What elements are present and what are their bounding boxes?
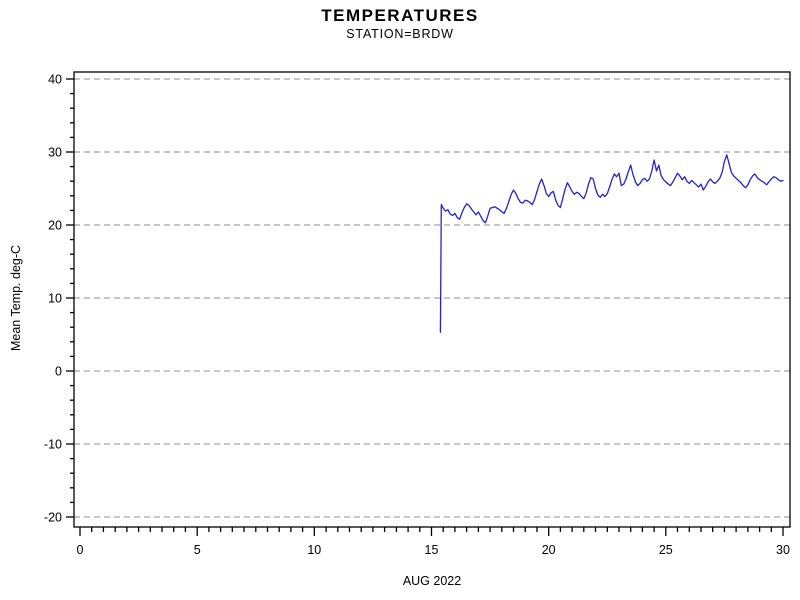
x-tick-label: 0 — [77, 543, 84, 557]
chart-subtitle: STATION=BRDW — [346, 27, 453, 41]
plot-area: -20 -10 0 10 20 30 40 0 5 10 15 20 25 30 — [44, 71, 791, 557]
chart-title: TEMPERATURES — [321, 6, 478, 25]
series-line — [439, 154, 784, 333]
x-tick-label: 10 — [307, 543, 321, 557]
x-tick-label: 20 — [542, 543, 556, 557]
y-tick-label: 30 — [48, 146, 62, 160]
y-axis-title: Mean Temp. deg-C — [9, 245, 23, 351]
x-tick-label: 30 — [776, 543, 790, 557]
y-tick-label: -10 — [44, 438, 62, 452]
y-tick-label: 0 — [55, 365, 62, 379]
y-tick-label: 40 — [48, 73, 62, 87]
plot-frame — [73, 71, 791, 528]
y-tick-label: -20 — [44, 511, 62, 525]
x-tick-label: 5 — [194, 543, 201, 557]
x-tick-label: 25 — [659, 543, 673, 557]
y-tick-label: 10 — [48, 292, 62, 306]
x-tick-label: 15 — [425, 543, 439, 557]
y-tick-label: 20 — [48, 219, 62, 233]
x-axis-title: AUG 2022 — [403, 574, 461, 588]
